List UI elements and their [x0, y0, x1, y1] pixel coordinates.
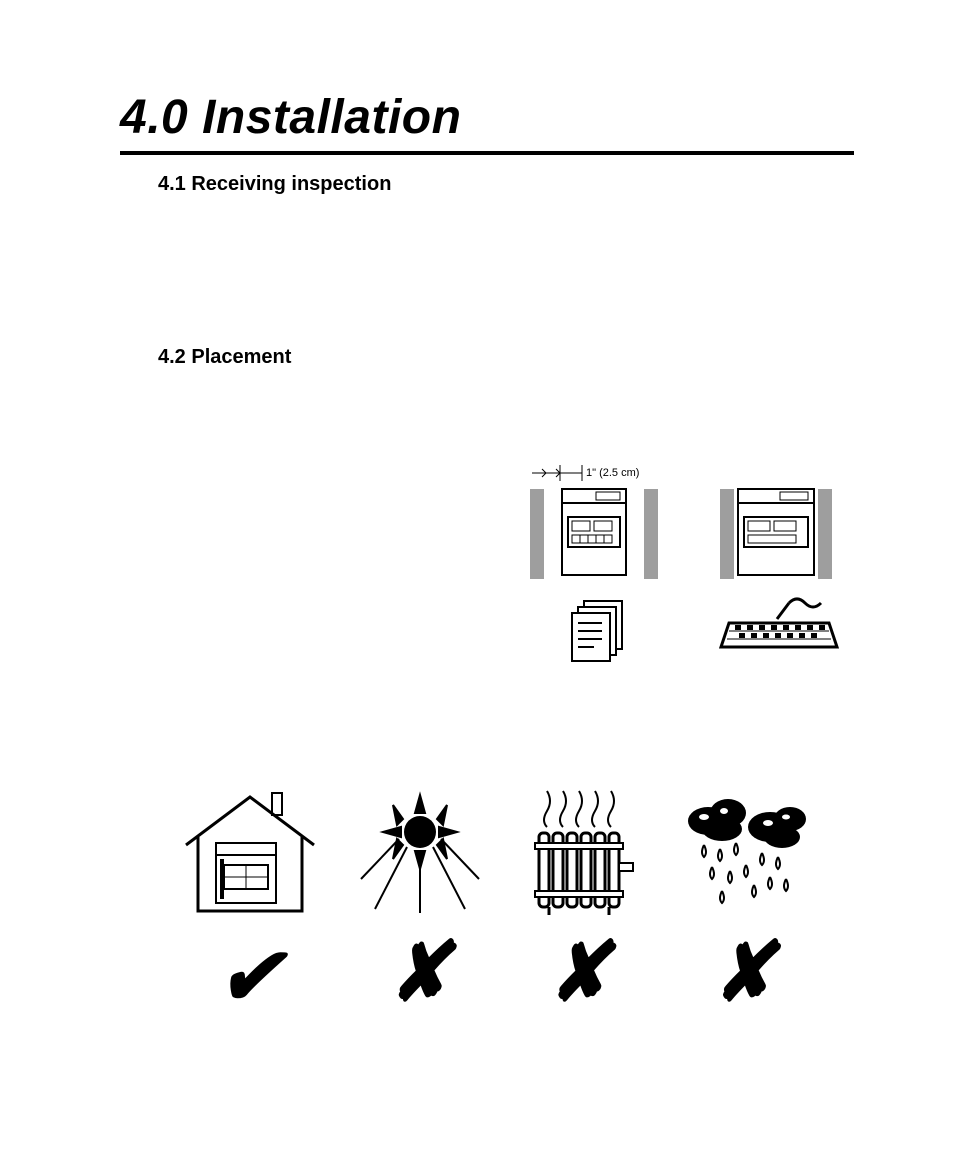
ups-blocked-icon: [714, 459, 844, 579]
check-mark: ✔: [216, 937, 283, 1017]
cross-mark-3: ✘: [714, 937, 774, 1009]
clearance-figures-row: 1" (2.5 cm): [120, 459, 854, 667]
house-icon: [180, 787, 320, 917]
keyboard-icon: [719, 597, 839, 657]
chapter-title: 4.0 Installation: [120, 90, 854, 145]
horizontal-rule: [120, 151, 854, 155]
sun-icon: [355, 787, 485, 917]
document-page: 4.0 Installation 4.1 Receiving inspectio…: [0, 0, 954, 1077]
env-radiator-cell: ✘: [519, 787, 639, 1017]
clearance-right-cell: [714, 459, 844, 667]
ups-spaced-icon: 1" (2.5 cm): [524, 459, 674, 579]
radiator-icon: [519, 787, 639, 917]
section-4-2-heading: 4.2 Placement: [158, 346, 854, 369]
env-sun-cell: ✘: [355, 787, 485, 1017]
env-rain-cell: ✘: [674, 787, 814, 1017]
rain-icon: [674, 787, 814, 917]
cross-mark-1: ✘: [389, 937, 449, 1009]
clearance-label: 1" (2.5 cm): [586, 467, 639, 479]
env-house-cell: ✔: [180, 787, 320, 1017]
documents-icon: [564, 597, 634, 667]
clearance-left-cell: 1" (2.5 cm): [524, 459, 674, 667]
section-4-1-heading: 4.1 Receiving inspection: [158, 173, 854, 196]
environment-row: ✔: [120, 787, 854, 1017]
cross-mark-2: ✘: [549, 937, 609, 1009]
